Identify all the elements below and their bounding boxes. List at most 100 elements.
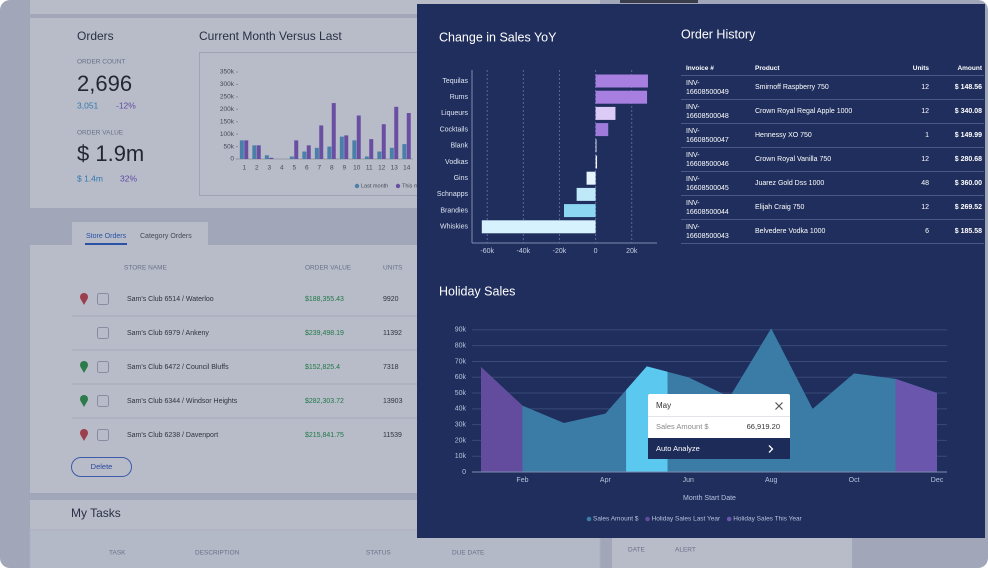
cell: Juarez Gold Dss 1000 — [750, 171, 905, 196]
tab[interactable]: Category Orders — [140, 233, 192, 240]
y-tick-label: Gins — [454, 175, 469, 182]
bar — [377, 151, 382, 159]
checkbox[interactable] — [97, 327, 109, 339]
chart-frame — [199, 52, 428, 196]
y-tick-label: 100k — [220, 131, 235, 138]
checkbox[interactable] — [97, 429, 109, 441]
x-tick-label: 0 — [594, 248, 598, 255]
section-title: Order History — [681, 27, 756, 41]
delete-button-label[interactable]: Delete — [91, 462, 113, 471]
order-value: $239,498.19 — [305, 330, 344, 337]
y-tick-label: Blank — [450, 143, 468, 150]
legend-label: Holiday Sales This Year — [733, 516, 802, 523]
bar — [319, 125, 324, 159]
bar — [306, 145, 311, 159]
order-row: INV-16608500045 Juarez Gold Dss 1000 48 $ 3… — [681, 171, 984, 196]
bar — [576, 187, 596, 201]
tooltip-label: Sales Amount $ — [656, 422, 709, 431]
tab[interactable]: Store Orders — [86, 233, 127, 240]
bar — [264, 155, 269, 159]
tooltip-action-bar[interactable] — [648, 438, 790, 459]
cell: $ 269.52 — [931, 195, 984, 220]
kpi-value: 2,696 — [77, 71, 132, 96]
x-tick-label: Feb — [516, 477, 528, 484]
legend-label: Last month — [361, 183, 388, 189]
top-element — [620, 0, 698, 3]
x-tick-label: 10 — [353, 165, 361, 172]
order-row: INV-16608500043 Belvedere Vodka 1000 6 $ 18… — [681, 219, 984, 244]
x-tick-label: 7 — [317, 165, 321, 172]
bar — [269, 157, 274, 159]
column-header: Units — [905, 61, 931, 76]
kpi-previous: $ 1.4m — [77, 173, 103, 183]
x-tick-label: Oct — [849, 477, 860, 484]
legend-swatch — [586, 516, 592, 522]
chart-title: Change in Sales YoY — [439, 30, 557, 44]
bar — [595, 106, 616, 120]
kpi-previous: 3,051 — [77, 100, 99, 110]
bar — [406, 113, 411, 159]
bar — [239, 140, 244, 159]
y-tick-label: 0 — [462, 469, 466, 476]
x-tick-label: 12 — [378, 165, 386, 172]
delete-button[interactable] — [71, 457, 132, 477]
cell: Elijah Craig 750 — [750, 195, 905, 220]
y-tick-label: 30k — [455, 421, 467, 428]
location-pin — [80, 367, 88, 373]
cell: INV-16608500045 — [681, 171, 750, 196]
cell: INV-16608500043 — [681, 219, 750, 244]
bar — [402, 144, 407, 159]
kpi-change: 32% — [120, 173, 137, 183]
bar — [256, 145, 261, 159]
y-tick-label: 20k — [455, 437, 467, 444]
column-header: TASK — [109, 550, 126, 557]
units: 13903 — [383, 398, 403, 405]
x-tick-label: Apr — [600, 477, 612, 484]
chart-title: Current Month Versus Last — [199, 29, 342, 43]
x-tick-label: 8 — [330, 165, 334, 172]
x-tick-label: 11 — [366, 165, 373, 172]
section-title: My Tasks — [71, 506, 121, 520]
location-pin — [80, 435, 88, 441]
y-tick-label: Whiskies — [440, 224, 469, 231]
x-tick-label: Dec — [931, 477, 944, 484]
y-tick-label: 40k — [455, 406, 467, 413]
legend-label: This month — [402, 183, 429, 189]
close-icon[interactable] — [775, 402, 783, 410]
section-title: Orders — [77, 29, 114, 43]
checkbox[interactable] — [97, 293, 109, 305]
column-header: STORE NAME — [124, 265, 168, 272]
legend-label: Holiday Sales Last Year — [652, 516, 721, 523]
y-tick-label: 50k — [455, 390, 467, 397]
bar — [352, 140, 357, 159]
tab-underline — [85, 243, 127, 245]
bar — [369, 139, 374, 159]
kpi-value: $ 1.9m — [77, 141, 144, 166]
cell: 1 — [905, 123, 931, 148]
order-value: $188,355.43 — [305, 296, 344, 303]
cell: Crown Royal Regal Apple 1000 — [750, 99, 905, 124]
legend-swatch — [354, 183, 360, 189]
checkbox[interactable] — [97, 395, 109, 407]
cell: 48 — [905, 171, 931, 196]
bar — [356, 115, 361, 159]
tooltip-title: May — [656, 401, 671, 410]
cell: Smirnoff Raspberry 750 — [750, 75, 905, 100]
units: 9920 — [383, 296, 399, 303]
x-tick-label: -20k — [553, 248, 567, 255]
cell: $ 149.99 — [931, 123, 984, 148]
area — [481, 367, 523, 472]
checkbox[interactable] — [97, 361, 109, 373]
cell: INV-16608500047 — [681, 123, 750, 148]
cell: INV-16608500049 — [681, 75, 750, 100]
store-name: Sam's Club 6979 / Ankeny — [127, 330, 209, 337]
column-header: Product — [750, 61, 905, 76]
bar — [327, 146, 332, 159]
store-name: Sam's Club 6472 / Council Bluffs — [127, 364, 229, 371]
store-name: Sam's Club 6344 / Windsor Heights — [127, 398, 238, 405]
tooltip-action[interactable]: Auto Analyze — [656, 444, 700, 453]
bar — [302, 151, 307, 159]
order-row: INV-16608500044 Elijah Craig 750 12 $ 269.5… — [681, 195, 984, 220]
cell: 12 — [905, 99, 931, 124]
y-tick-label: 350k — [220, 69, 235, 76]
